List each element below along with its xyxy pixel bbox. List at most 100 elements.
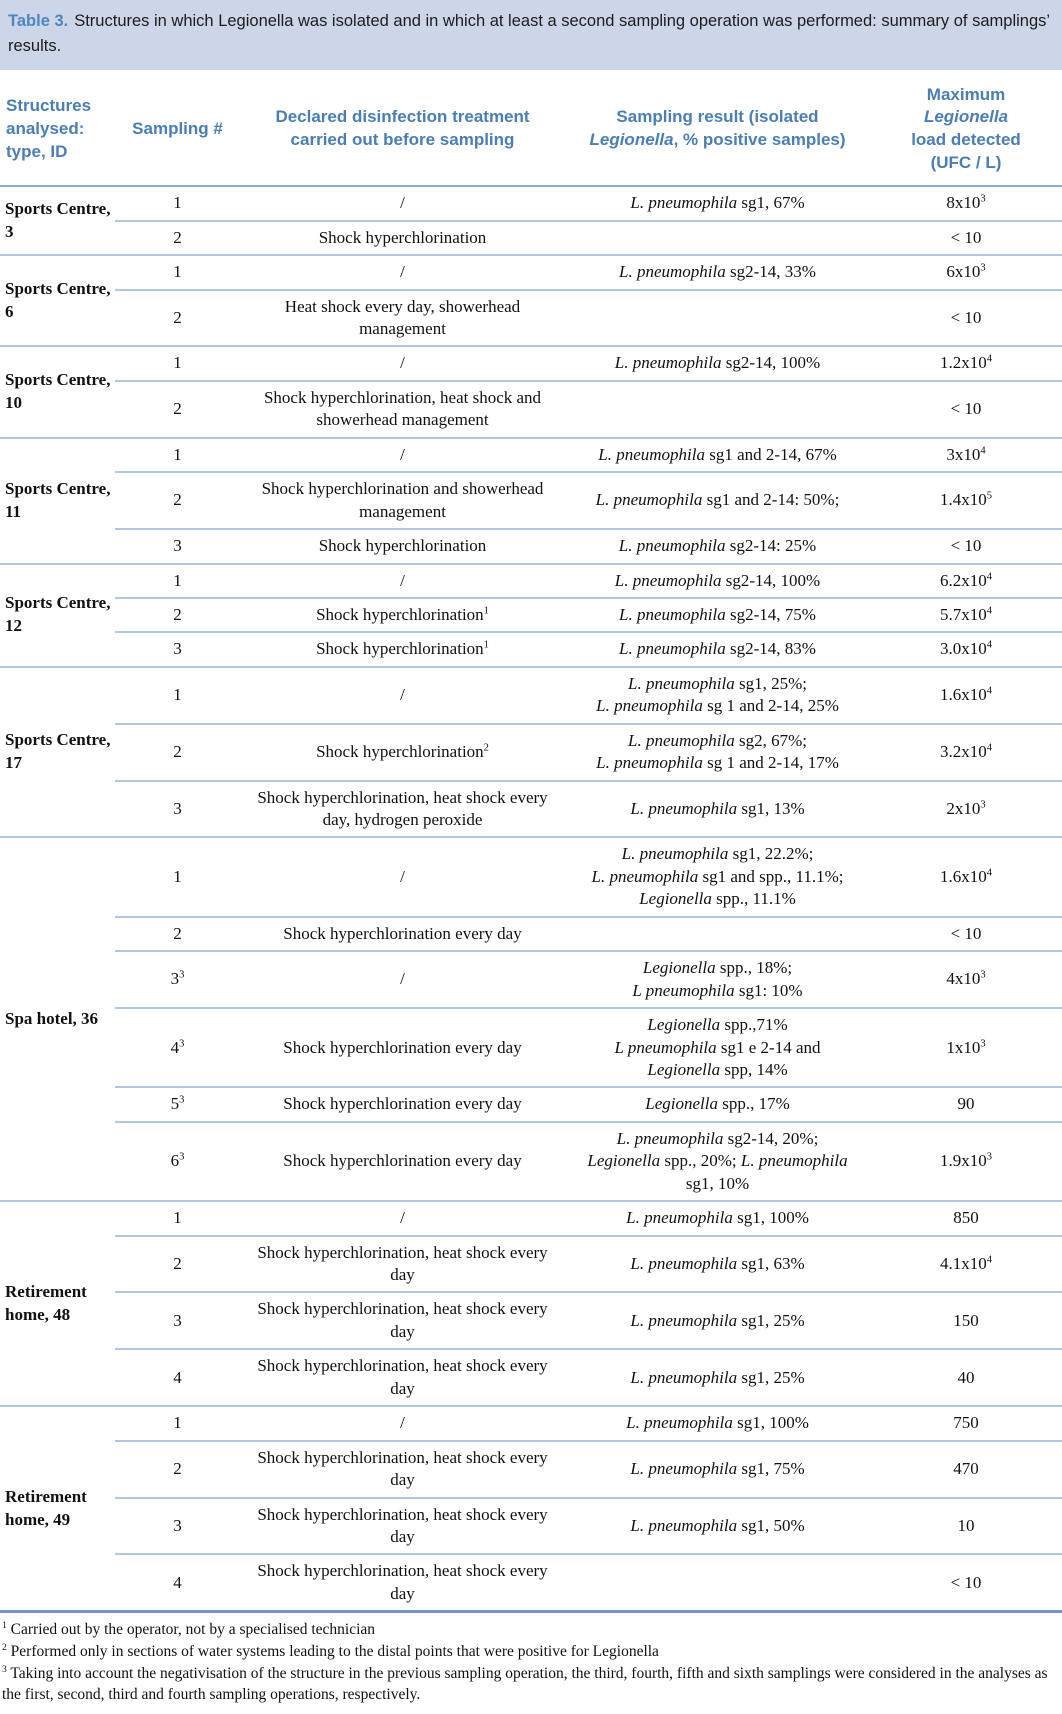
result-cell: L. pneumophila sg1, 25%; L. pneumophila s… (596, 673, 839, 716)
structure-cell: Retirement home, 48 (5, 1281, 87, 1324)
load-cell: 8x103 (946, 193, 986, 213)
table-row: 3 Shock hyperchlorination1 L. pneumophila … (0, 631, 1062, 667)
treatment-cell: Shock hyperchlorination and showerhead m… (240, 471, 565, 530)
sampling-cell: 2 (115, 219, 240, 256)
structure-group: Retirement home, 49 1 / L. pneumophila sg1,… (0, 1406, 1062, 1612)
result-cell: L. pneumophila sg1, 63% (565, 1234, 870, 1293)
footnote: 3 Taking into account the negativisation… (2, 1663, 1048, 1704)
load-cell: < 10 (870, 219, 1062, 256)
treatment-cell: Shock hyperchlorination1 (240, 631, 565, 667)
sampling-cell: 3 (115, 528, 240, 564)
structure-cell: Spa hotel, 36 (5, 1008, 99, 1028)
load-cell: 4.1x104 (870, 1234, 1062, 1293)
load-cell: 6x103 (946, 262, 986, 282)
table-row: 3 Shock hyperchlorination, heat shock eve… (0, 779, 1062, 838)
load-cell: 3x104 (946, 444, 986, 464)
sampling-cell: 1 (173, 193, 182, 213)
sampling-cell: 2 (115, 288, 240, 347)
treatment-cell: Shock hyperchlorination every day (240, 1007, 565, 1088)
table-row: Retirement home, 48 1 / L. pneumophila sg1,… (0, 1201, 1062, 1324)
footnote: 2 Performed only in sections of water sy… (2, 1641, 659, 1660)
table-row: 2 Shock hyperchlorination2 L. pneumophila … (0, 722, 1062, 781)
structure-group: Sports Centre, 6 1 / L. pneumophila sg2-14,… (0, 255, 1062, 347)
treatment-cell: / (400, 193, 405, 213)
treatment-cell: / (400, 570, 405, 590)
table-row: 3 Shock hyperchlorination L. pneumophila s… (0, 528, 1062, 564)
sampling-cell: 1 (173, 353, 182, 373)
result-cell: L. pneumophila sg2-14, 83% (565, 631, 870, 667)
result-cell: Legionella spp., 17% (565, 1086, 870, 1122)
treatment-cell: Shock hyperchlorination2 (240, 722, 565, 781)
sampling-cell: 2 (115, 1234, 240, 1293)
sampling-cell: 3 (115, 1496, 240, 1555)
structure-cell: Sports Centre, 11 (5, 478, 111, 521)
footnotes: 1 Carried out by the operator, not by a … (0, 1613, 1062, 1714)
load-cell: 150 (870, 1291, 1062, 1350)
sampling-cell: 2 (115, 915, 240, 952)
sampling-cell: 4 (115, 1348, 240, 1407)
table-row: Sports Centre, 3 1 / L. pneumophila sg1, 67… (0, 186, 1062, 240)
treatment-cell: / (400, 262, 405, 282)
table-row: 2 Shock hyperchlorination, heat shock eve… (0, 1234, 1062, 1293)
treatment-cell: / (400, 685, 405, 705)
header-row: Structures analysed: type, ID Sampling # Dec… (0, 69, 1062, 188)
load-cell: < 10 (870, 528, 1062, 564)
load-cell: 1.6x104 (939, 685, 992, 705)
result-cell (565, 915, 870, 952)
table-row: Sports Centre, 6 1 / L. pneumophila sg2-14,… (0, 255, 1062, 321)
sampling-cell: 3 (115, 779, 240, 838)
treatment-cell: / (400, 1413, 405, 1433)
sampling-cell: 2 (115, 596, 240, 633)
treatment-cell: Shock hyperchlorination every day (240, 1120, 565, 1202)
sampling-cell: 1 (173, 1413, 182, 1433)
result-cell: L. pneumophila sg1, 100% (626, 1413, 809, 1433)
load-cell: 3.2x104 (870, 722, 1062, 781)
result-cell: L. pneumophila sg1 and 2-14: 50%; (565, 471, 870, 530)
treatment-cell: Shock hyperchlorination, heat shock ever… (240, 1234, 565, 1293)
treatment-cell: Shock hyperchlorination, heat shock and … (240, 379, 565, 438)
table-row: 43 Shock hyperchlorination every day Legio… (0, 1007, 1062, 1088)
treatment-cell: Shock hyperchlorination, heat shock ever… (240, 1348, 565, 1407)
load-cell: < 10 (870, 915, 1062, 952)
sampling-cell: 1 (173, 262, 182, 282)
structure-group: Sports Centre, 10 1 / L. pneumophila sg2-14… (0, 346, 1062, 438)
table-row: 2 Shock hyperchlorination and showerhead … (0, 471, 1062, 530)
load-cell: 1.9x103 (870, 1120, 1062, 1202)
structure-group: Sports Centre, 12 1 / L. pneumophila sg2-14… (0, 563, 1062, 667)
sampling-cell: 2 (115, 379, 240, 438)
load-cell: 1x103 (870, 1007, 1062, 1088)
load-cell: 6.2x104 (939, 570, 992, 590)
sampling-cell: 3 (115, 631, 240, 667)
table-row: Sports Centre, 12 1 / L. pneumophila sg2-14… (0, 564, 1062, 636)
sampling-cell: 3 (115, 1291, 240, 1350)
table-row: 33/Legionella spp., 18%; L pneumophila sg… (0, 950, 1062, 1009)
load-cell: 40 (870, 1348, 1062, 1407)
sampling-cell: 2 (115, 1439, 240, 1498)
result-cell: L. pneumophila sg2-14, 75% (565, 596, 870, 633)
result-cell (565, 1553, 870, 1612)
treatment-cell: / (400, 1208, 405, 1228)
load-cell: 1.6x104 (939, 866, 992, 886)
result-cell (565, 379, 870, 438)
load-cell: 3.0x104 (870, 631, 1062, 667)
sampling-cell: 2 (115, 722, 240, 781)
result-cell: L. pneumophila sg1, 75% (565, 1439, 870, 1498)
load-cell: 1.2x104 (939, 353, 992, 373)
result-cell: L. pneumophila sg1, 25% (565, 1348, 870, 1407)
treatment-cell: Shock hyperchlorination every day (240, 915, 565, 952)
table-caption-text: Structures in which Legionella was isola… (8, 12, 1050, 55)
table-caption-label: Table 3. (8, 12, 69, 30)
table-row: 4 Shock hyperchlorination, heat shock eve… (0, 1553, 1062, 1612)
result-cell: Legionella spp.,71% L pneumophila sg1 e 2… (565, 1007, 870, 1088)
load-cell: 2x103 (870, 779, 1062, 838)
sampling-cell: 43 (115, 1007, 240, 1088)
table-row: 2 Shock hyperchlorination1 L. pneumophila … (0, 596, 1062, 633)
treatment-cell: Shock hyperchlorination every day (240, 1086, 565, 1122)
structure-cell: Retirement home, 49 (5, 1486, 87, 1529)
table-row: 2 Shock hyperchlorination every day < 10 (0, 915, 1062, 952)
result-cell: L. pneumophila sg1, 67% (630, 193, 805, 213)
result-cell (565, 288, 870, 347)
structure-group: Sports Centre, 17 1 / L. pneumophila sg1, 2… (0, 666, 1062, 838)
load-cell: 1.4x105 (870, 471, 1062, 530)
sampling-cell: 53 (115, 1086, 240, 1122)
